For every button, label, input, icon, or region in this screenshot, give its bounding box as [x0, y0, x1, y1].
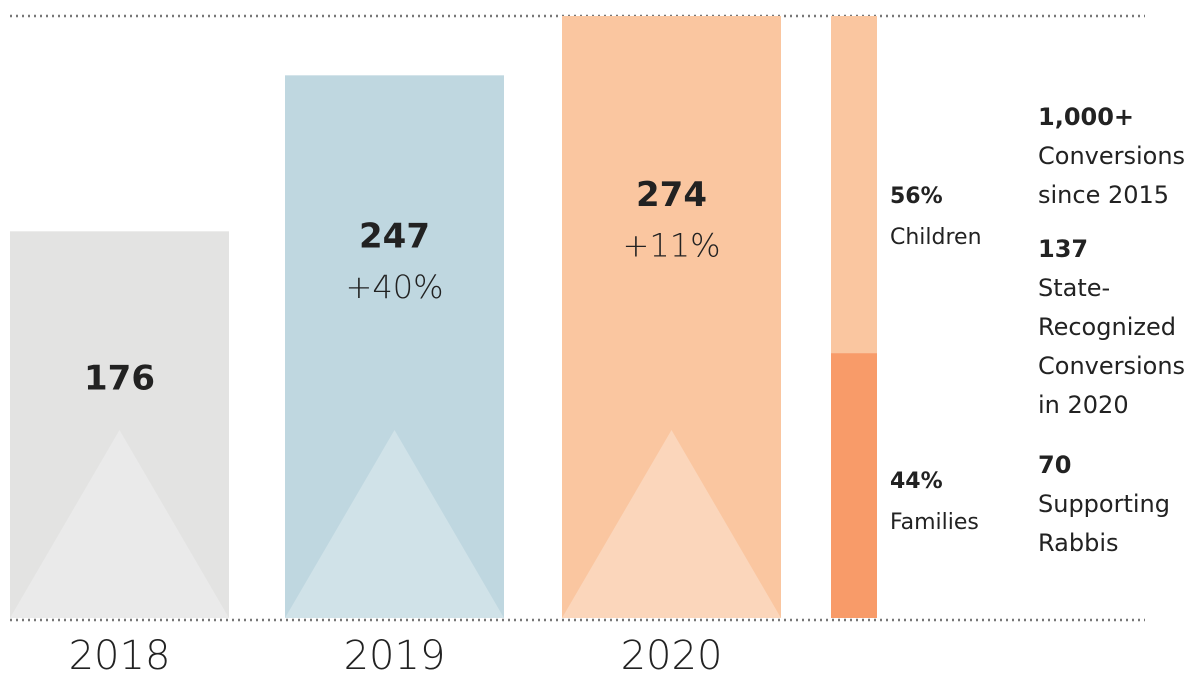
- stat-label: Supporting Rabbis: [1038, 490, 1170, 557]
- segment-name: Families: [890, 510, 979, 535]
- bar-decoration: [285, 430, 504, 618]
- stat-label: State-Recognized Conversions in 2020: [1038, 274, 1186, 419]
- segment-name: Children: [890, 225, 982, 250]
- stat: 137 State-Recognized Conversions in 2020: [1038, 230, 1198, 425]
- stat-value: 1,000+: [1038, 103, 1135, 131]
- x-tick-label: 2020: [621, 633, 723, 677]
- change-label: +40%: [346, 268, 444, 306]
- bar-decoration: [562, 430, 781, 618]
- stat-label: Conversions since 2015: [1038, 142, 1186, 209]
- change-label: +11%: [623, 227, 721, 265]
- value-label: 176: [84, 359, 155, 399]
- stat-value: 70: [1038, 451, 1072, 479]
- value-label: 247: [359, 217, 430, 257]
- stat-value: 137: [1038, 235, 1089, 263]
- bar-decoration: [10, 430, 229, 618]
- stat: 70 Supporting Rabbis: [1038, 446, 1198, 563]
- value-label: 274: [636, 175, 707, 215]
- stack-segment: [831, 16, 877, 354]
- x-tick-label: 2018: [69, 633, 171, 677]
- stack-segment: [831, 353, 877, 618]
- stat: 1,000+ Conversions since 2015: [1038, 98, 1198, 215]
- segment-value: 56%: [890, 184, 943, 209]
- x-tick-label: 2019: [344, 633, 446, 677]
- segment-value: 44%: [890, 469, 943, 494]
